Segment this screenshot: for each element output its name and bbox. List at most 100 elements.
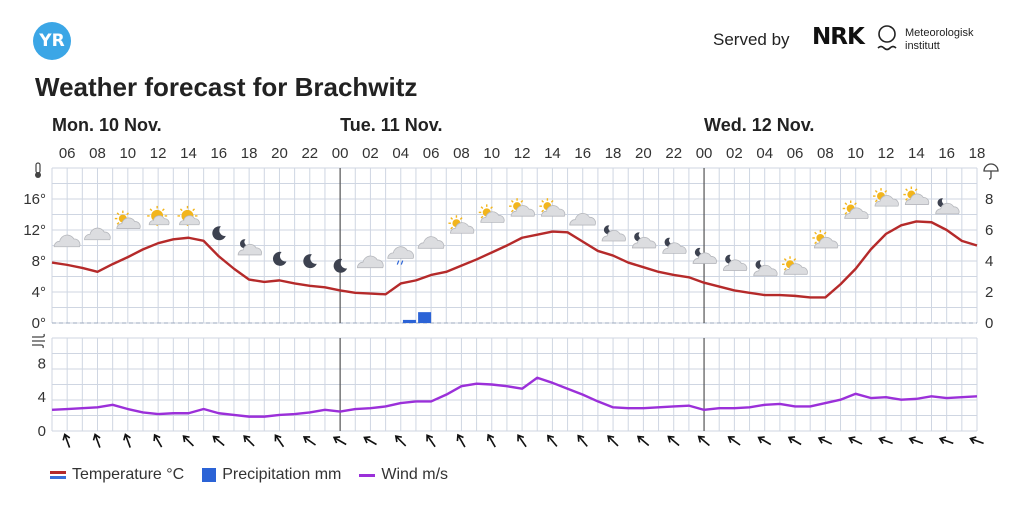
partly-cloudy-day-icon xyxy=(539,198,566,217)
wind-direction-arrow-icon xyxy=(667,435,680,447)
precipitation-legend-icon xyxy=(202,468,217,482)
wind-direction-arrow-icon xyxy=(153,433,163,448)
wind-direction-arrow-icon xyxy=(92,433,101,448)
hour-tick-label: 08 xyxy=(89,145,106,162)
partly-sunny-icon xyxy=(147,205,170,226)
wind-icon xyxy=(32,333,45,349)
wind-direction-arrow-icon xyxy=(517,434,527,448)
y-left-tick-label: 8° xyxy=(32,253,46,270)
legend-wind-label: Wind m/s xyxy=(381,466,449,483)
hour-tick-label: 20 xyxy=(271,145,288,162)
wind-direction-arrow-icon xyxy=(302,436,316,446)
umbrella-icon xyxy=(983,163,999,180)
cloud-rain-icon xyxy=(387,246,414,265)
wind-direction-arrow-icon xyxy=(878,436,893,445)
nrk-logo[interactable]: NRK xyxy=(812,24,865,50)
moon-icon xyxy=(212,226,226,241)
partly-cloudy-day-icon xyxy=(873,188,899,207)
legend-item-temperature: Temperature °C xyxy=(50,466,184,484)
hour-tick-label: 02 xyxy=(726,145,743,162)
hour-tick-label: 04 xyxy=(756,145,773,162)
partly-cloudy-night-icon xyxy=(237,239,262,256)
y-left-tick-label: 12° xyxy=(23,222,46,239)
hour-tick-label: 20 xyxy=(635,145,652,162)
partly-sunny-icon xyxy=(177,205,200,226)
hour-tick-label: 12 xyxy=(514,145,531,162)
legend-item-wind: Wind m/s xyxy=(359,466,448,484)
wind-tick-label: 8 xyxy=(38,355,46,372)
hour-tick-label: 14 xyxy=(180,145,197,162)
y-right-tick-label: 8 xyxy=(985,191,993,208)
hour-tick-label: 02 xyxy=(362,145,379,162)
hour-tick-label: 12 xyxy=(878,145,895,162)
thermometer-icon xyxy=(35,162,41,178)
hour-tick-label: 16 xyxy=(574,145,591,162)
cloud-icon xyxy=(84,227,111,241)
precipitation-bar xyxy=(418,312,432,323)
partly-cloudy-day-icon xyxy=(812,229,839,249)
wind-direction-arrow-icon xyxy=(607,435,619,447)
hour-tick-label: 00 xyxy=(696,145,713,162)
hour-tick-label: 10 xyxy=(119,145,136,162)
hour-tick-label: 18 xyxy=(241,145,258,162)
hour-tick-label: 18 xyxy=(969,145,986,162)
hour-tick-label: 06 xyxy=(423,145,440,162)
wind-direction-arrow-icon xyxy=(636,435,650,447)
partly-cloudy-day-icon xyxy=(903,186,930,205)
hour-tick-label: 16 xyxy=(210,145,227,162)
wind-direction-arrow-icon xyxy=(969,436,984,445)
wind-line xyxy=(51,376,978,418)
hour-tick-label: 14 xyxy=(544,145,561,162)
hour-tick-label: 22 xyxy=(665,145,682,162)
yr-logo[interactable]: YR xyxy=(33,22,71,60)
hour-tick-label: 06 xyxy=(59,145,76,162)
wind-direction-arrow-icon xyxy=(577,434,588,447)
partly-cloudy-day-icon xyxy=(782,256,808,275)
partly-cloudy-night-icon xyxy=(631,232,657,249)
hour-tick-label: 04 xyxy=(392,145,409,162)
temperature-legend-icon xyxy=(50,471,66,479)
cloud-icon xyxy=(569,212,596,226)
wind-direction-arrow-icon xyxy=(363,436,377,446)
wind-direction-arrow-icon xyxy=(547,434,558,447)
wind-direction-arrow-icon xyxy=(212,435,225,447)
wind-direction-arrow-icon xyxy=(456,433,466,448)
served-by-text: Served by xyxy=(713,30,790,49)
day-label: Wed. 12 Nov. xyxy=(704,115,814,135)
hour-tick-label: 06 xyxy=(787,145,804,162)
wind-direction-arrow-icon xyxy=(817,436,833,445)
partly-cloudy-day-icon xyxy=(114,210,141,229)
wind-direction-arrow-icon xyxy=(332,436,347,446)
partly-cloudy-night-icon xyxy=(935,198,960,215)
moon-icon xyxy=(303,254,317,269)
hour-tick-label: 10 xyxy=(483,145,500,162)
hour-tick-label: 22 xyxy=(301,145,318,162)
day-label: Tue. 11 Nov. xyxy=(340,115,442,135)
cloud-icon xyxy=(357,255,384,269)
hour-tick-label: 08 xyxy=(817,145,834,162)
y-right-tick-label: 6 xyxy=(985,222,993,239)
partly-cloudy-night-icon xyxy=(692,247,717,264)
hour-tick-label: 00 xyxy=(332,145,349,162)
wind-direction-arrow-icon xyxy=(426,434,436,448)
met-institute-line2: institutt xyxy=(905,40,940,52)
y-right-tick-label: 4 xyxy=(985,253,993,270)
hour-tick-label: 12 xyxy=(150,145,167,162)
wind-direction-arrow-icon xyxy=(394,435,407,447)
wind-direction-arrow-icon xyxy=(848,436,863,445)
legend-item-precipitation: Precipitation mm xyxy=(202,466,341,484)
precipitation-bar xyxy=(402,319,416,323)
partly-cloudy-night-icon xyxy=(601,225,626,242)
met-institute-line1: Meteorologisk xyxy=(905,27,974,39)
y-right-tick-label: 2 xyxy=(985,284,993,301)
wind-direction-arrow-icon xyxy=(182,435,194,447)
wind-legend-icon xyxy=(359,474,376,477)
y-left-tick-label: 4° xyxy=(32,284,46,301)
day-label: Mon. 10 Nov. xyxy=(52,115,162,135)
hour-tick-label: 18 xyxy=(605,145,622,162)
partly-cloudy-night-icon xyxy=(722,254,748,271)
page-title: Weather forecast for Brachwitz xyxy=(35,72,418,102)
partly-cloudy-day-icon xyxy=(509,198,535,217)
hour-tick-label: 10 xyxy=(847,145,864,162)
wind-direction-arrow-icon xyxy=(697,435,710,447)
